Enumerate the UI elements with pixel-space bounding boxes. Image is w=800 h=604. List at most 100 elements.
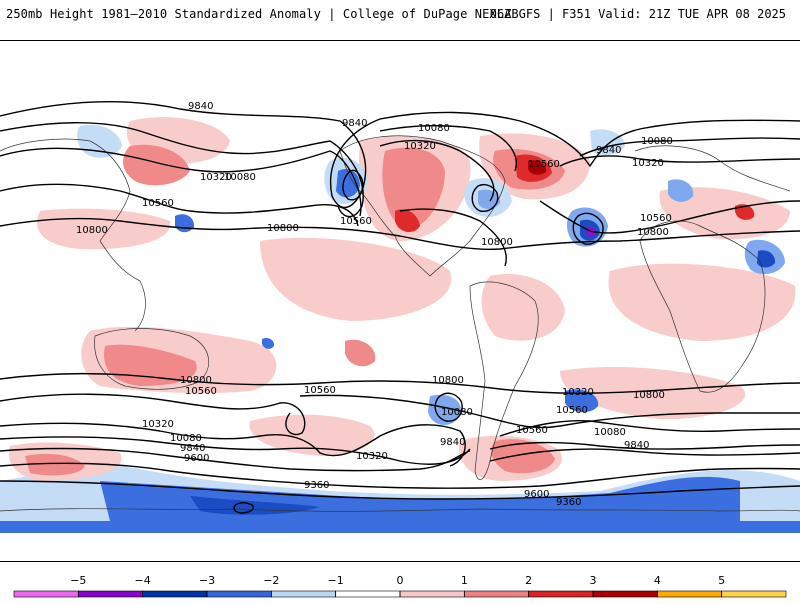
colorbar-tick-label: 5 xyxy=(718,574,725,587)
label-s-9840-a: 9840 xyxy=(180,443,205,454)
label-n-10800-b: 10800 xyxy=(267,223,299,234)
antarctic-strong-negative xyxy=(190,496,320,515)
label-n-10800-c: 10800 xyxy=(481,237,513,248)
colorbar-segment xyxy=(657,590,722,598)
contour-labels: 9840 9840 9840 10080 10080 10080 10320 1… xyxy=(76,101,673,508)
map-header: 250mb Height 1981–2010 Standardized Anom… xyxy=(0,0,800,32)
north-pacific-negative xyxy=(77,124,122,158)
alaska-mid-negative xyxy=(336,168,360,198)
contour-9840-south xyxy=(0,447,800,472)
contour-north-closed-low-atlantic xyxy=(572,212,604,245)
label-n-10080-b: 10080 xyxy=(224,172,256,183)
colorbar-tick-label: 0 xyxy=(397,574,404,587)
colorbar-tick-label: 4 xyxy=(654,574,661,587)
contour-10320-north xyxy=(0,139,800,217)
contour-9360-south xyxy=(0,480,800,500)
south-pacific-small-negative xyxy=(262,337,275,349)
label-n-9840-c: 9840 xyxy=(596,145,621,156)
label-s-10320-a: 10320 xyxy=(142,419,174,430)
label-s-9600-b: 9600 xyxy=(524,489,549,500)
south-atlantic-negative xyxy=(565,389,599,413)
label-n-9840-b: 9840 xyxy=(342,118,367,129)
colorbar-tick-label: 1 xyxy=(461,574,468,587)
anomaly-colorbar: −5 −4 −3 −2 −1 0 1 2 3 4 5 xyxy=(0,570,800,600)
label-n-10560-b: 10560 xyxy=(340,216,372,227)
antarctic-strip xyxy=(0,521,800,533)
colorbar-segment xyxy=(464,590,529,598)
label-n-10320-c: 10320 xyxy=(632,158,664,169)
colorbar-tick-label: 2 xyxy=(525,574,532,587)
east-africa-strong-negative xyxy=(757,250,776,268)
label-n-9840-a: 9840 xyxy=(188,101,213,112)
colorbar-segment xyxy=(13,590,79,598)
label-n-10560-a: 10560 xyxy=(142,198,174,209)
middle-east-mid-positive xyxy=(735,204,755,220)
model-run-info: 06Z GFS | F351 Valid: 21Z TUE APR 08 202… xyxy=(489,7,786,21)
tropical-pacific-negative xyxy=(175,214,195,233)
label-s-9600-a: 9600 xyxy=(184,453,209,464)
label-s-10560-b: 10560 xyxy=(304,385,336,396)
anomaly-map[interactable]: 9840 9840 9840 10080 10080 10080 10320 1… xyxy=(0,40,800,562)
antarctica-coast xyxy=(0,508,800,512)
contour-north-closed-low-alaska xyxy=(342,169,364,201)
colorbar-svg: −5 −4 −3 −2 −1 0 1 2 3 4 5 xyxy=(13,574,787,598)
label-n-10800-d: 10800 xyxy=(637,227,669,238)
map-canvas: 9840 9840 9840 10080 10080 10080 10320 1… xyxy=(0,100,800,533)
label-n-10560-c: 10560 xyxy=(528,159,560,170)
central-pacific-mid-positive xyxy=(345,339,376,367)
label-s-9360-a: 9360 xyxy=(304,480,329,491)
australia-coast xyxy=(94,328,209,390)
contour-10320-south xyxy=(0,419,800,467)
colorbar-tick-label: −2 xyxy=(263,574,279,587)
asia-coast xyxy=(0,138,146,332)
label-s-9360-b: 9360 xyxy=(556,497,581,508)
anomaly-shading xyxy=(0,117,800,533)
label-n-10080-c: 10080 xyxy=(641,136,673,147)
canada-mid-negative xyxy=(478,189,500,209)
colorbar-tick-label: −4 xyxy=(135,574,151,587)
colorbar-segment xyxy=(335,590,401,598)
colorbar-ticks: −5 −4 −3 −2 −1 0 1 2 3 4 5 xyxy=(70,574,725,597)
label-s-10560-a: 10560 xyxy=(185,386,217,397)
label-s-10800-b: 10800 xyxy=(432,375,464,386)
central-pacific-positive xyxy=(260,237,452,321)
contour-10560-south xyxy=(0,393,800,436)
colorbar-segment xyxy=(528,590,594,598)
contour-north-closed-low-canada xyxy=(471,184,499,212)
colorbar-segment xyxy=(592,590,658,598)
colorbar-segment xyxy=(399,590,465,598)
north-atlantic-extreme-positive xyxy=(528,160,547,175)
colorbar-tick-label: −3 xyxy=(199,574,215,587)
label-n-10320-b: 10320 xyxy=(200,172,232,183)
east-asia-positive xyxy=(123,144,190,186)
south-pacific-positive xyxy=(249,414,375,456)
north-america-strong-positive xyxy=(395,209,420,233)
contour-9840-north xyxy=(0,100,800,209)
colorbar-tick-label: 3 xyxy=(590,574,597,587)
contour-10800-north xyxy=(0,217,800,251)
height-contours xyxy=(0,100,800,514)
colorbar-segment xyxy=(721,590,787,598)
label-s-9840-c: 9840 xyxy=(624,440,649,451)
label-s-10800-a: 10800 xyxy=(180,375,212,386)
contour-10080-south xyxy=(0,436,800,465)
label-n-10800-a: 10800 xyxy=(76,225,108,236)
africa-positive xyxy=(608,263,796,341)
map-title: 250mb Height 1981–2010 Standardized Anom… xyxy=(6,7,519,21)
contour-9600-south xyxy=(0,462,800,489)
south-atlantic-positive xyxy=(560,366,746,420)
contour-closed-high-antarctic xyxy=(233,501,254,514)
label-s-10560-d: 10560 xyxy=(556,405,588,416)
label-n-10560-d: 10560 xyxy=(640,213,672,224)
south-america-mid-positive xyxy=(491,439,555,474)
label-s-10320-b: 10320 xyxy=(356,451,388,462)
colorbar-segment xyxy=(78,590,143,598)
contour-10800-south xyxy=(0,373,800,394)
colorbar-segment xyxy=(271,590,336,598)
label-s-10080-b: 10080 xyxy=(441,407,473,418)
label-s-10800-c: 10800 xyxy=(633,390,665,401)
label-s-10320-c: 10320 xyxy=(562,387,594,398)
label-s-10080-a: 10080 xyxy=(170,433,202,444)
colorbar-segment xyxy=(206,590,272,598)
contour-10560-north xyxy=(0,183,800,267)
